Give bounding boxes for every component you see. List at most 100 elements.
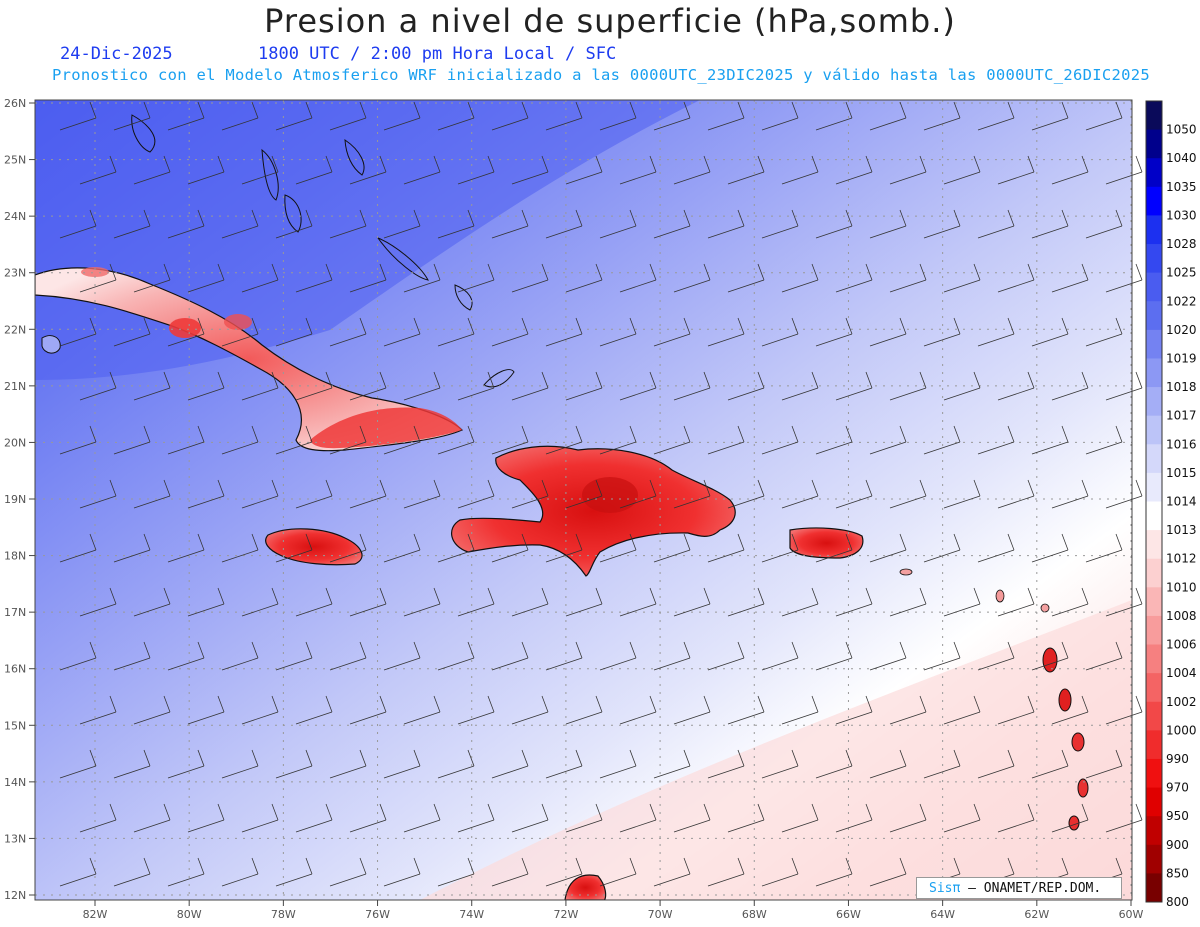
wind-barb (167, 857, 205, 887)
wind-barb (275, 641, 313, 671)
wind-barb (727, 587, 765, 617)
wind-barb (599, 857, 637, 887)
colorbar-label: 1040 (1166, 151, 1197, 165)
wind-barb (997, 587, 1035, 617)
lon-label: 60W (1119, 908, 1144, 921)
wind-barb (241, 803, 279, 833)
wind-barb (133, 479, 171, 509)
wind-barb (59, 317, 97, 347)
wind-barb (403, 695, 441, 725)
wind-barb (619, 155, 657, 185)
wind-barb (221, 209, 259, 239)
credit-box: Sisπ – ONAMET/REP.DOM. (916, 877, 1122, 899)
wind-barb (923, 641, 961, 671)
colorbar-swatch (1146, 644, 1162, 674)
colorbar-swatch (1146, 215, 1162, 245)
colorbar-swatch (1146, 101, 1162, 131)
lat-label: 19N (4, 493, 26, 506)
wind-barb (349, 263, 387, 293)
wind-barb (707, 533, 745, 563)
cuba-island (35, 267, 464, 452)
wind-barb (79, 479, 117, 509)
colorbar-swatch (1146, 186, 1162, 216)
wind-barb (565, 371, 603, 401)
colorbar-label: 1018 (1166, 380, 1197, 394)
wind-barb (241, 479, 279, 509)
pressure-colorbar: 1050 1040 1035 1030 1028 1025 1022 1020 1019 1018… (1145, 100, 1197, 909)
lon-label: 80W (177, 908, 202, 921)
lat-label: 25N (4, 154, 26, 167)
wind-barb (457, 155, 495, 185)
wind-barb (869, 101, 907, 131)
colorbar-label: 950 (1166, 809, 1189, 823)
colorbar-swatch (1146, 816, 1162, 846)
wind-barb (437, 101, 475, 131)
lat-label: 17N (4, 606, 26, 619)
wind-barb (403, 263, 441, 293)
wind-barb (511, 155, 549, 185)
wind-barb (545, 641, 583, 671)
wind-barb (943, 155, 981, 185)
wind-barb (349, 587, 387, 617)
colorbar-swatch (1146, 301, 1162, 331)
wind-barb (437, 209, 475, 239)
wind-barb (835, 587, 873, 617)
wind-barb (113, 209, 151, 239)
wind-barb (329, 101, 367, 131)
wind-barb (977, 641, 1015, 671)
wind-barb (187, 587, 225, 617)
wind-barb (383, 317, 421, 347)
wind-barb (221, 317, 259, 347)
colorbar-swatch (1146, 387, 1162, 417)
wind-barb (869, 425, 907, 455)
credit-text: – ONAMET/REP.DOM. (960, 881, 1102, 896)
wind-barb (997, 371, 1035, 401)
wind-barb (241, 263, 279, 293)
wind-barb (599, 533, 637, 563)
wind-barb (1031, 749, 1069, 779)
colorbar-swatch (1146, 358, 1162, 388)
colorbar-label: 1014 (1166, 495, 1197, 509)
wind-barb (187, 479, 225, 509)
wind-barb (599, 101, 637, 131)
latitude-labels: 26N 25N 24N 23N 22N 21N 20N 19N 18N 17N 16N 15N 14N 1… (4, 97, 26, 902)
wind-barb (977, 749, 1015, 779)
wind-barb (133, 695, 171, 725)
lon-label: 68W (742, 908, 767, 921)
wind-barb (59, 857, 97, 887)
wind-barb (329, 533, 367, 563)
wind-barbs (59, 101, 1143, 887)
wind-barb (491, 749, 529, 779)
wind-barb (673, 803, 711, 833)
wind-barb (221, 641, 259, 671)
wind-barb (511, 803, 549, 833)
lat-label: 20N (4, 436, 26, 449)
colorbar-label: 1004 (1166, 666, 1197, 680)
wind-barb (403, 155, 441, 185)
wind-barb (187, 695, 225, 725)
lon-label: 74W (459, 908, 484, 921)
wind-barb (79, 371, 117, 401)
wind-barb (133, 371, 171, 401)
wind-barb (295, 479, 333, 509)
colorbar-swatch (1146, 673, 1162, 703)
wind-barb (1085, 533, 1123, 563)
lat-label: 21N (4, 380, 26, 393)
wind-barb (403, 803, 441, 833)
wind-barb (403, 587, 441, 617)
wind-barb (653, 317, 691, 347)
wind-barb (113, 317, 151, 347)
colorbar-swatch (1146, 415, 1162, 445)
wind-barb (59, 425, 97, 455)
wind-barb (113, 749, 151, 779)
colorbar-label: 850 (1166, 866, 1189, 880)
wind-barb (619, 479, 657, 509)
wind-barb (383, 533, 421, 563)
wind-barb (1051, 371, 1089, 401)
wind-barb (977, 425, 1015, 455)
wind-barb (889, 479, 927, 509)
wind-barb (437, 533, 475, 563)
wind-barb (59, 641, 97, 671)
wind-barb (221, 749, 259, 779)
wind-barb (437, 425, 475, 455)
